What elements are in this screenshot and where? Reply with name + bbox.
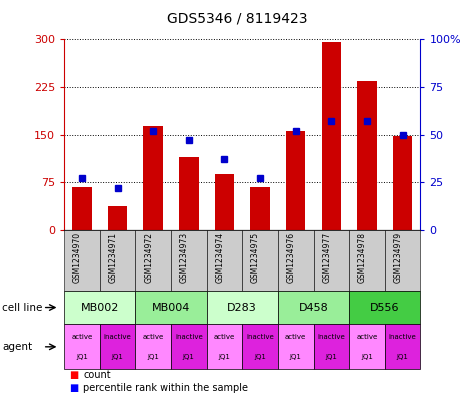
- Text: GSM1234975: GSM1234975: [251, 232, 260, 283]
- Bar: [215, 174, 234, 230]
- Bar: [108, 206, 127, 230]
- Text: D458: D458: [299, 303, 328, 312]
- Text: ■: ■: [69, 383, 78, 393]
- Text: agent: agent: [2, 342, 32, 352]
- Text: GSM1234977: GSM1234977: [323, 232, 332, 283]
- Bar: [250, 187, 270, 230]
- Text: JQ1: JQ1: [147, 354, 159, 360]
- Text: active: active: [285, 334, 306, 340]
- Text: inactive: inactive: [104, 334, 132, 340]
- Text: JQ1: JQ1: [76, 354, 88, 360]
- Text: inactive: inactive: [389, 334, 417, 340]
- Text: JQ1: JQ1: [290, 354, 302, 360]
- Text: GDS5346 / 8119423: GDS5346 / 8119423: [167, 12, 308, 26]
- Text: active: active: [356, 334, 378, 340]
- Text: active: active: [142, 334, 164, 340]
- Text: JQ1: JQ1: [325, 354, 337, 360]
- Text: GSM1234973: GSM1234973: [180, 232, 189, 283]
- Text: inactive: inactive: [317, 334, 345, 340]
- Text: JQ1: JQ1: [397, 354, 408, 360]
- Bar: [322, 42, 341, 230]
- Text: D283: D283: [228, 303, 257, 312]
- Text: JQ1: JQ1: [183, 354, 195, 360]
- Text: active: active: [71, 334, 93, 340]
- Bar: [393, 136, 412, 230]
- Text: D556: D556: [370, 303, 399, 312]
- Text: GSM1234971: GSM1234971: [109, 232, 118, 283]
- Text: inactive: inactive: [175, 334, 203, 340]
- Text: JQ1: JQ1: [361, 354, 373, 360]
- Text: active: active: [214, 334, 235, 340]
- Bar: [357, 81, 377, 230]
- Bar: [72, 187, 92, 230]
- Text: MB002: MB002: [81, 303, 119, 312]
- Text: count: count: [83, 371, 111, 380]
- Text: cell line: cell line: [2, 303, 43, 312]
- Text: GSM1234970: GSM1234970: [73, 232, 82, 283]
- Text: percentile rank within the sample: percentile rank within the sample: [83, 383, 248, 393]
- Text: MB004: MB004: [152, 303, 190, 312]
- Bar: [286, 131, 305, 230]
- Text: GSM1234974: GSM1234974: [216, 232, 224, 283]
- Text: GSM1234979: GSM1234979: [394, 232, 402, 283]
- Text: JQ1: JQ1: [112, 354, 124, 360]
- Text: JQ1: JQ1: [254, 354, 266, 360]
- Text: GSM1234978: GSM1234978: [358, 232, 367, 283]
- Text: GSM1234972: GSM1234972: [144, 232, 153, 283]
- Text: JQ1: JQ1: [218, 354, 230, 360]
- Text: GSM1234976: GSM1234976: [287, 232, 295, 283]
- Bar: [179, 157, 199, 230]
- Text: inactive: inactive: [246, 334, 274, 340]
- Text: ■: ■: [69, 371, 78, 380]
- Bar: [143, 126, 163, 230]
